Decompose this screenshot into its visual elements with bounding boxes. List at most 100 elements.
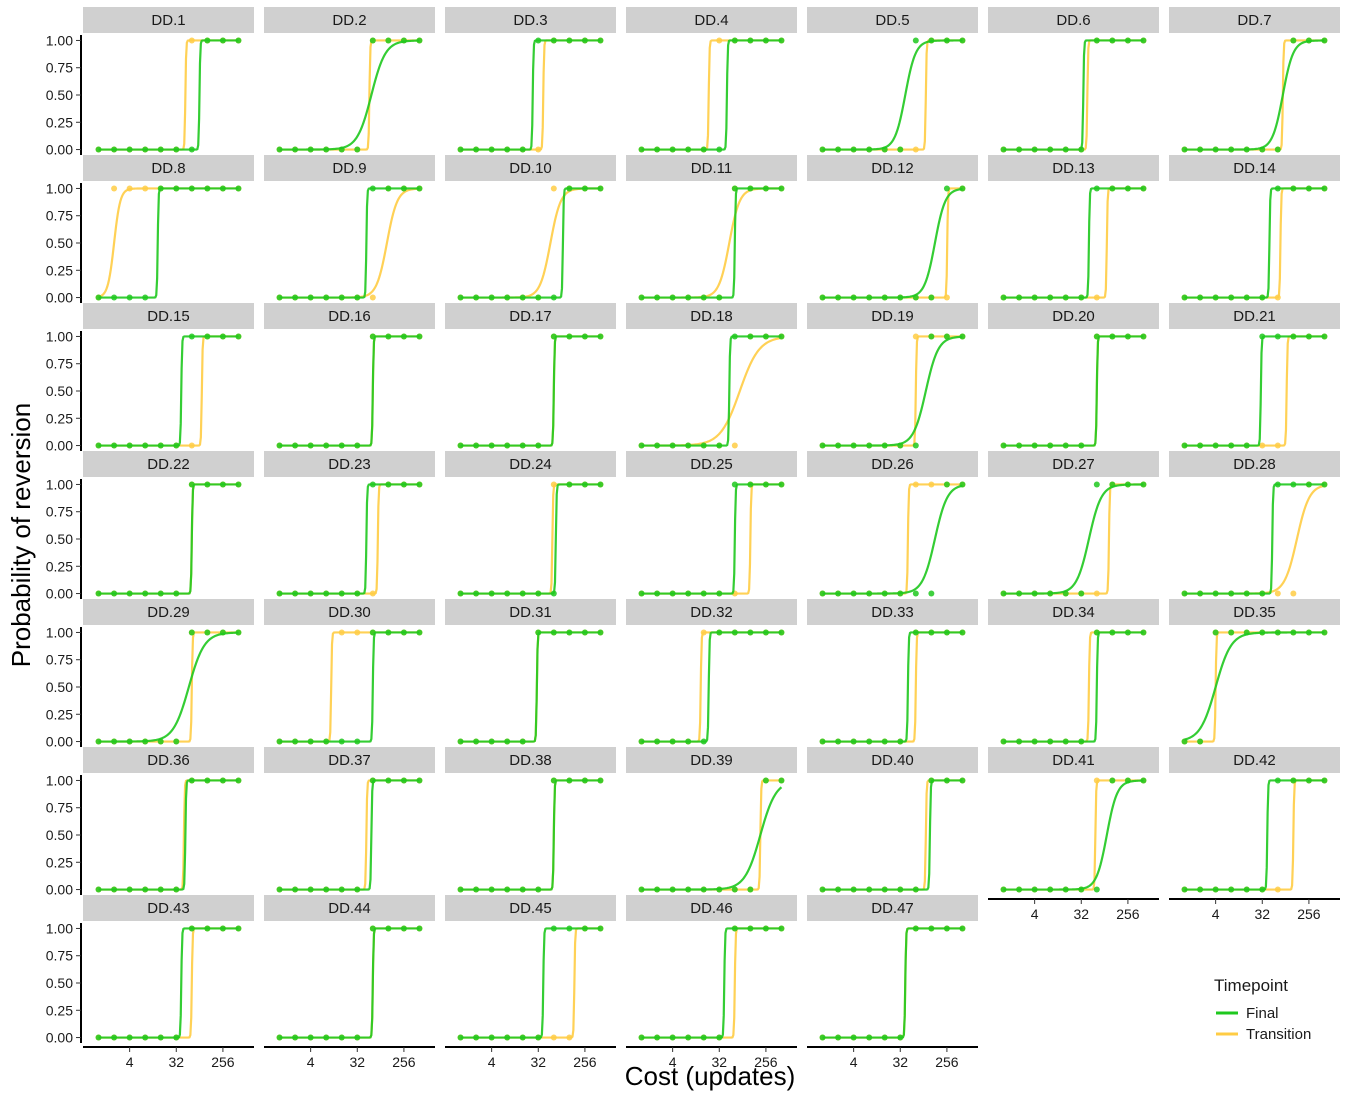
- point-final: [292, 590, 299, 597]
- point-final: [369, 37, 376, 44]
- curve-transition: [1003, 631, 1144, 743]
- point-final: [669, 146, 676, 153]
- point-final: [307, 590, 314, 597]
- point-final: [959, 333, 966, 340]
- facet-panel-dd-27: DD.27: [988, 451, 1159, 597]
- curve-final: [1184, 39, 1325, 151]
- point-final: [1212, 146, 1219, 153]
- facet-panel-dd-6: DD.6: [988, 7, 1159, 153]
- point-final: [1093, 481, 1100, 488]
- point-final: [111, 590, 118, 597]
- point-final: [1047, 146, 1054, 153]
- point-final: [700, 1034, 707, 1041]
- point-final: [204, 777, 211, 784]
- facet-strip-label: DD.19: [871, 308, 914, 325]
- point-final: [204, 333, 211, 340]
- point-final: [504, 146, 511, 153]
- curve-final: [822, 631, 963, 743]
- x-tick-label: 32: [1254, 906, 1270, 922]
- point-final: [457, 146, 464, 153]
- point-final: [731, 629, 738, 636]
- point-final: [654, 442, 661, 449]
- point-final: [457, 738, 464, 745]
- x-tick-label: 256: [1297, 906, 1321, 922]
- point-final: [235, 333, 242, 340]
- facet-strip: [445, 747, 616, 773]
- point-final: [1109, 777, 1116, 784]
- point-final: [959, 777, 966, 784]
- y-tick-label: 0.75: [46, 652, 73, 668]
- x-tick-label: 4: [1212, 906, 1220, 922]
- point-final: [550, 37, 557, 44]
- point-final: [1197, 294, 1204, 301]
- curve-final: [460, 187, 601, 299]
- facet-strip: [264, 155, 435, 181]
- facet-strip-label: DD.22: [147, 456, 190, 473]
- point-final: [1124, 629, 1131, 636]
- point-final: [95, 738, 102, 745]
- facet-strip-label: DD.26: [871, 456, 914, 473]
- point-final: [126, 146, 133, 153]
- x-tick-label: 4: [307, 1054, 315, 1070]
- point-final: [1228, 294, 1235, 301]
- point-transition: [566, 1034, 573, 1041]
- point-transition: [1274, 294, 1281, 301]
- point-final: [581, 481, 588, 488]
- point-final: [1212, 294, 1219, 301]
- curve-final: [98, 187, 239, 299]
- facet-strip: [988, 303, 1159, 329]
- point-final: [654, 1034, 661, 1041]
- curve-transition: [1184, 631, 1325, 743]
- curve-transition: [279, 927, 420, 1039]
- point-final: [111, 294, 118, 301]
- point-final: [1259, 294, 1266, 301]
- facet-panel-dd-38: DD.38: [445, 747, 616, 893]
- point-final: [1078, 738, 1085, 745]
- curve-final: [1003, 335, 1144, 447]
- point-final: [943, 333, 950, 340]
- curve-transition: [1003, 335, 1144, 447]
- curve-final: [1003, 631, 1144, 743]
- point-final: [638, 738, 645, 745]
- curve-final: [98, 779, 239, 891]
- x-tick-label: 256: [754, 1054, 778, 1070]
- point-transition: [928, 481, 935, 488]
- point-final: [1290, 481, 1297, 488]
- point-final: [1321, 333, 1328, 340]
- point-final: [292, 886, 299, 893]
- point-transition: [369, 590, 376, 597]
- facet-panel-dd-26: DD.26: [807, 451, 978, 597]
- y-tick-label: 0.25: [46, 1002, 73, 1018]
- point-final: [835, 886, 842, 893]
- point-final: [731, 886, 738, 893]
- point-final: [126, 886, 133, 893]
- point-final: [535, 1034, 542, 1041]
- point-final: [416, 777, 423, 784]
- point-final: [1212, 629, 1219, 636]
- facet-panel-dd-15: DD.15 0.00 0.25 0.50 0.75 1.00: [46, 303, 254, 454]
- curve-final: [460, 779, 601, 891]
- point-final: [204, 925, 211, 932]
- curve-final: [460, 927, 601, 1039]
- point-final: [488, 442, 495, 449]
- point-final: [897, 1034, 904, 1041]
- legend-title: Timepoint: [1214, 976, 1288, 995]
- curve-transition: [822, 483, 963, 595]
- facet-strip-label: DD.42: [1233, 752, 1276, 769]
- point-transition: [731, 442, 738, 449]
- point-final: [1093, 333, 1100, 340]
- point-final: [307, 442, 314, 449]
- point-final: [457, 294, 464, 301]
- point-final: [638, 590, 645, 597]
- point-final: [581, 333, 588, 340]
- point-final: [457, 590, 464, 597]
- point-final: [204, 185, 211, 192]
- curve-transition: [1184, 779, 1325, 891]
- point-final: [235, 185, 242, 192]
- point-final: [762, 333, 769, 340]
- point-final: [1274, 777, 1281, 784]
- point-final: [1109, 333, 1116, 340]
- x-tick-label: 4: [126, 1054, 134, 1070]
- point-final: [835, 1034, 842, 1041]
- facet-strip-label: DD.5: [875, 12, 909, 29]
